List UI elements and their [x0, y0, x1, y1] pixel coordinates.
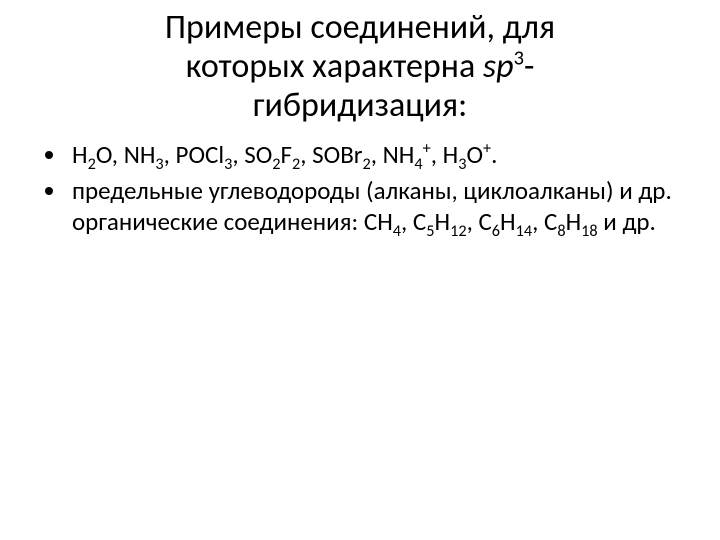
formula: H: [443, 139, 459, 170]
formula: SOBr: [312, 139, 362, 170]
formula: H: [500, 206, 516, 237]
sep: ,: [232, 139, 244, 170]
sep: ,: [371, 139, 383, 170]
title-exp: 3: [514, 47, 524, 71]
slide: Примеры соединений, для которых характер…: [0, 0, 720, 540]
sub: 2: [272, 155, 280, 174]
formula: O: [466, 139, 483, 170]
title-sp: sp: [483, 46, 514, 87]
formula: F: [281, 139, 293, 170]
sub: 2: [88, 155, 96, 174]
sep: ,: [532, 206, 544, 237]
title-line-1: Примеры соединений, для: [165, 7, 555, 48]
sep: ,: [401, 206, 413, 237]
sep: ,: [431, 139, 443, 170]
charge: +: [483, 140, 491, 159]
formula: H: [566, 206, 582, 237]
list-item: H2O, NH3, POCl3, SO2F2, SOBr2, NH4+, H3O…: [68, 139, 680, 170]
formula: C: [413, 206, 426, 237]
text: и др.: [598, 206, 656, 237]
formula: CH: [364, 206, 393, 237]
sub: 2: [363, 155, 371, 174]
title-line-2-before: которых характерна: [186, 46, 483, 87]
sub: 5: [426, 222, 434, 241]
formula: NH: [383, 139, 415, 170]
sub: 4: [414, 155, 422, 174]
sep: ,: [467, 206, 479, 237]
tail: .: [491, 139, 497, 170]
sub: 12: [450, 222, 466, 241]
title-dash: -: [524, 46, 534, 87]
slide-title: Примеры соединений, для которых характер…: [40, 8, 680, 125]
sub: 6: [492, 222, 500, 241]
sep: ,: [112, 139, 124, 170]
sub: 4: [393, 222, 401, 241]
sep: ,: [300, 139, 312, 170]
sub: 3: [155, 155, 163, 174]
formula: SO: [244, 139, 272, 170]
list-item: предельные углеводороды (алканы, циклоал…: [68, 175, 680, 238]
sep: ,: [164, 139, 176, 170]
title-line-3: гибридизация:: [253, 85, 468, 126]
sub: 18: [581, 222, 597, 241]
formula: H: [435, 206, 451, 237]
sub: 8: [557, 222, 565, 241]
charge: +: [423, 140, 431, 159]
sub: 14: [516, 222, 532, 241]
formula: POCl: [176, 139, 225, 170]
formula: NH: [124, 139, 156, 170]
bullet-list: H2O, NH3, POCl3, SO2F2, SOBr2, NH4+, H3O…: [40, 139, 680, 237]
formula: C: [478, 206, 491, 237]
formula: H: [72, 139, 88, 170]
formula: O: [96, 139, 112, 170]
formula: C: [544, 206, 557, 237]
